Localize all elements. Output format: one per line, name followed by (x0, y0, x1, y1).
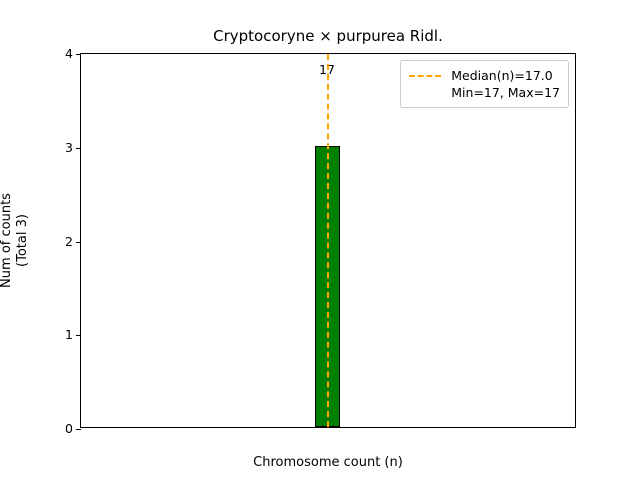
legend-label-minmax: Min=17, Max=17 (451, 85, 560, 100)
y-axis-label-text: Num of counts (Total 3) (0, 193, 30, 288)
y-tick-label-0: 0 (65, 420, 73, 436)
plot-area: 0 1 2 3 4 17 (65, 47, 576, 434)
y-tick-label-1: 1 (65, 327, 73, 342)
legend-entry-median: Median(n)=17.0 Min=17, Max=17 (408, 67, 560, 101)
legend: Median(n)=17.0 Min=17, Max=17 (400, 60, 569, 108)
y-tick-label-3: 3 (65, 139, 73, 155)
x-axis-label: Chromosome count (n) (253, 455, 403, 470)
legend-label-median: Median(n)=17.0 (451, 68, 553, 83)
median-line (327, 54, 329, 427)
chart-title: Cryptocoryne × purpurea Ridl. (213, 27, 443, 45)
y-axis-label: Num of counts (Total 3) (0, 53, 30, 428)
y-tick-label-2: 2 (65, 233, 73, 249)
y-tick-label-4: 4 (65, 45, 73, 61)
dashed-line-icon (408, 67, 442, 84)
